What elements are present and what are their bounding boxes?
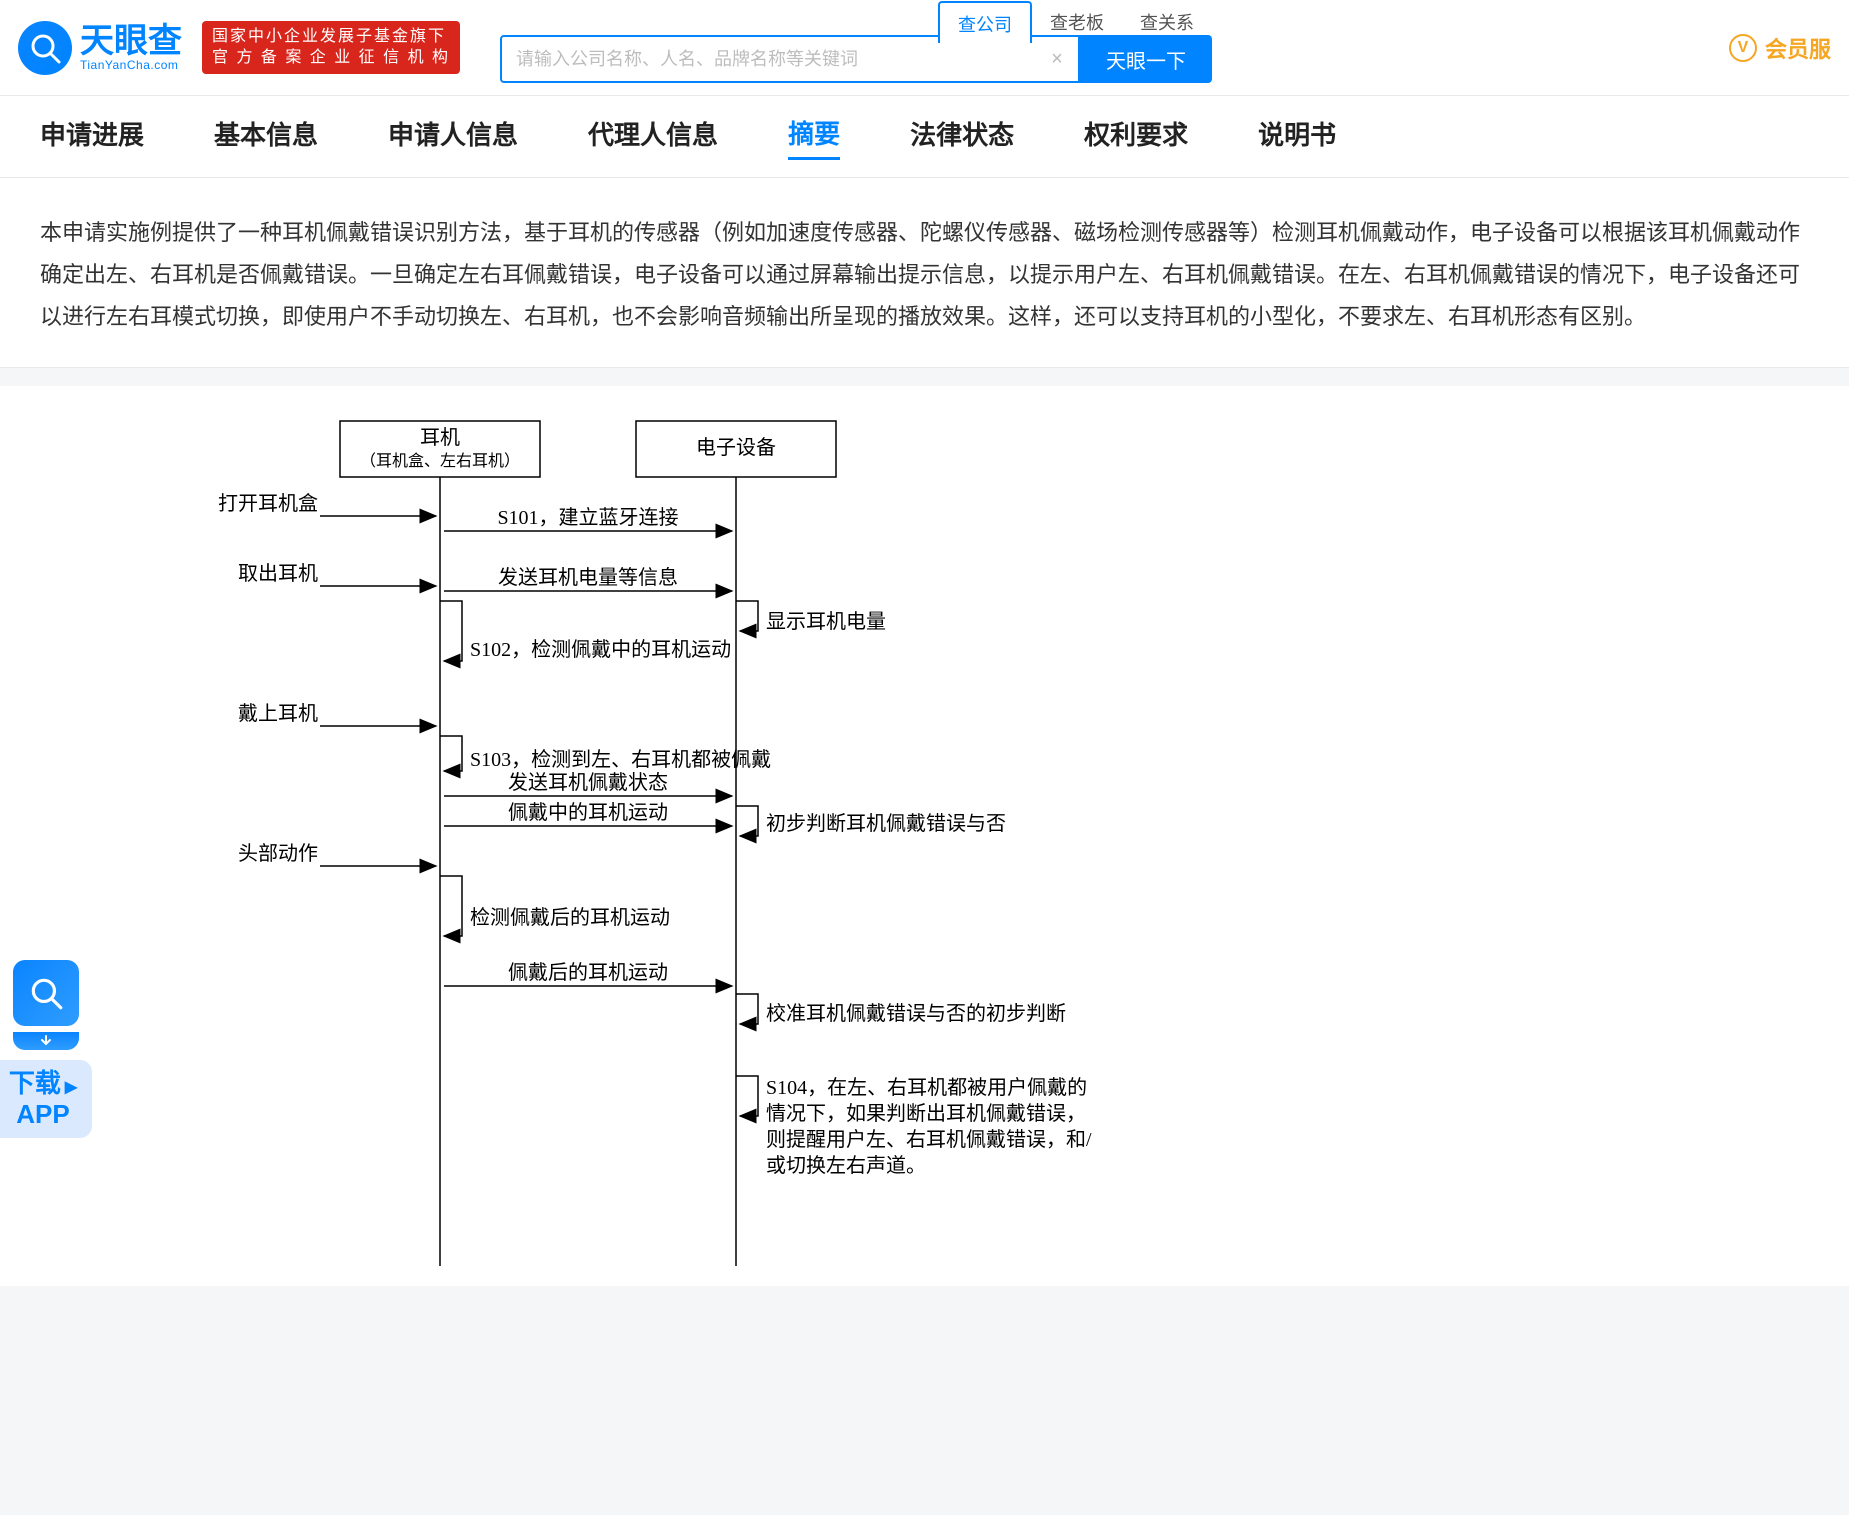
tab-progress[interactable]: 申请进展	[40, 115, 144, 158]
detail-tabs: 申请进展 基本信息 申请人信息 代理人信息 摘要 法律状态 权利要求 说明书	[0, 96, 1849, 178]
msg-s104b: 情况下，如果判断出耳机佩戴错误，	[766, 1102, 1086, 1125]
abstract-card: 本申请实施例提供了一种耳机佩戴错误识别方法，基于耳机的传感器（例如加速度传感器、…	[0, 178, 1849, 368]
download-label: 下载▶ APP	[0, 1060, 92, 1138]
topbar: 天眼查 TianYanCha.com 国家中小企业发展子基金旗下 官 方 备 案…	[0, 0, 1849, 96]
evt-head: 头部动作	[238, 842, 318, 865]
diagram-card: 耳机 （耳机盒、左右耳机） 电子设备 打开耳机盒 取出耳机 戴上耳机 头部动作 …	[0, 386, 1849, 1286]
msg-s103: S103，检测到左、右耳机都被佩戴	[470, 748, 771, 771]
search-area: 查公司 查老板 查关系 × 天眼一下	[500, 0, 1212, 95]
msg-detectafter: 检测佩戴后的耳机运动	[470, 906, 670, 929]
search-tab-relation[interactable]: 查关系	[1122, 1, 1212, 43]
abstract-text: 本申请实施例提供了一种耳机佩戴错误识别方法，基于耳机的传感器（例如加速度传感器、…	[40, 212, 1809, 337]
msg-showbatt: 显示耳机电量	[766, 610, 886, 633]
msg-motion2: 佩戴后的耳机运动	[508, 961, 668, 984]
actor1-title: 耳机	[420, 426, 460, 449]
tab-spec[interactable]: 说明书	[1258, 115, 1336, 158]
msg-s102: S102，检测佩戴中的耳机运动	[470, 638, 731, 661]
vip-icon: V	[1729, 34, 1757, 62]
tab-agent[interactable]: 代理人信息	[588, 115, 718, 158]
vip-label: 会员服	[1765, 32, 1831, 64]
actor1-sub: （耳机盒、左右耳机）	[360, 452, 520, 470]
sequence-diagram: 耳机 （耳机盒、左右耳机） 电子设备 打开耳机盒 取出耳机 戴上耳机 头部动作 …	[40, 416, 1190, 1276]
msg-s104c: 则提醒用户左、右耳机佩戴错误，和/	[766, 1128, 1092, 1151]
msg-s104a: S104，在左、右耳机都被用户佩戴的	[766, 1076, 1087, 1099]
download-app-float[interactable]: 下载▶ APP	[0, 960, 92, 1138]
msg-calib: 校准耳机佩戴错误与否的初步判断	[766, 1002, 1066, 1025]
tab-claims[interactable]: 权利要求	[1084, 115, 1188, 158]
logo-icon	[18, 21, 72, 75]
tab-legal[interactable]: 法律状态	[910, 115, 1014, 158]
tab-abstract[interactable]: 摘要	[788, 114, 840, 160]
logo-subtext: TianYanCha.com	[80, 58, 182, 72]
evt-open: 打开耳机盒	[218, 492, 318, 515]
search-tab-boss[interactable]: 查老板	[1032, 1, 1122, 43]
msg-wearstate: 发送耳机佩戴状态	[508, 771, 668, 794]
app-icon	[13, 960, 79, 1026]
evt-take: 取出耳机	[238, 562, 318, 585]
msg-s104d: 或切换左右声道。	[766, 1154, 926, 1177]
gov-badge: 国家中小企业发展子基金旗下 官 方 备 案 企 业 征 信 机 构	[202, 21, 460, 75]
download-arrow-icon	[13, 1032, 79, 1050]
search-tabs: 查公司 查老板 查关系	[938, 1, 1212, 43]
msg-batt: 发送耳机电量等信息	[498, 566, 678, 589]
tab-basic[interactable]: 基本信息	[214, 115, 318, 158]
logo[interactable]: 天眼查 TianYanCha.com	[18, 21, 182, 75]
clear-icon[interactable]: ×	[1046, 48, 1068, 70]
msg-prelim: 初步判断耳机佩戴错误与否	[766, 812, 1006, 835]
chevron-right-icon: ▶	[65, 1079, 77, 1096]
vip-link[interactable]: V 会员服	[1729, 32, 1831, 64]
download-line1: 下载	[9, 1068, 61, 1098]
download-line2: APP	[16, 1099, 69, 1129]
tab-applicant[interactable]: 申请人信息	[388, 115, 518, 158]
gov-badge-line2: 官 方 备 案 企 业 征 信 机 构	[212, 48, 450, 69]
msg-s101: S101，建立蓝牙连接	[497, 506, 678, 529]
evt-wear: 戴上耳机	[238, 702, 318, 725]
actor2-title: 电子设备	[696, 436, 776, 459]
search-tab-company[interactable]: 查公司	[938, 1, 1032, 43]
logo-text: 天眼查	[80, 24, 182, 58]
msg-motion1: 佩戴中的耳机运动	[508, 801, 668, 824]
gov-badge-line1: 国家中小企业发展子基金旗下	[212, 27, 450, 48]
